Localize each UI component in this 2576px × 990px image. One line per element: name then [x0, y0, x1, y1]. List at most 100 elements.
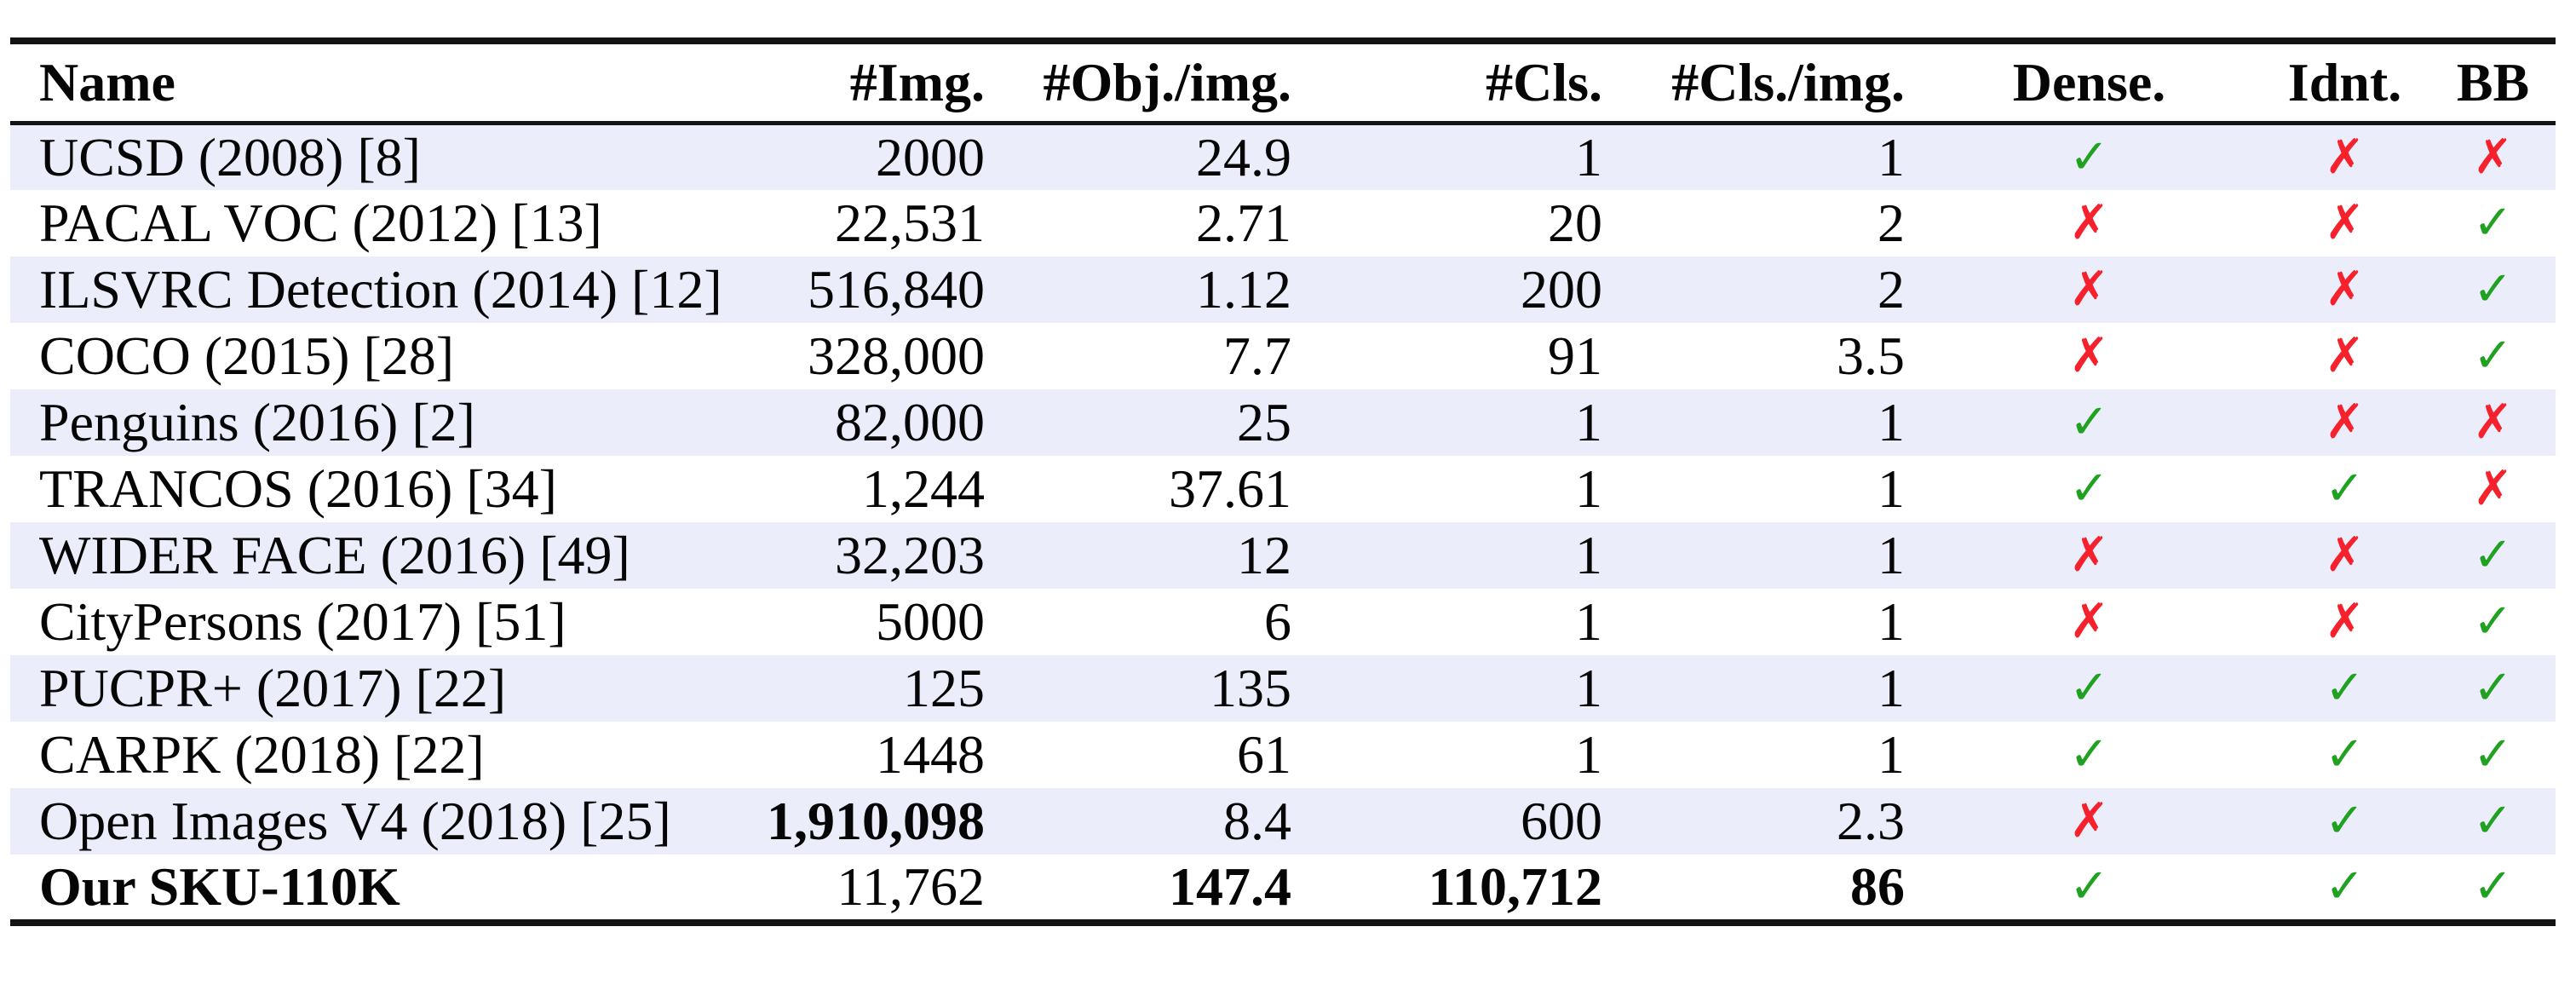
dataset-name-cell: CityPersons (2017) [51]: [39, 590, 566, 652]
cross-icon: ✗: [2069, 793, 2109, 849]
table-row: WIDER FACE (2016) [49] 32,203 12 1 1 ✗ ✗ ✓: [10, 521, 2556, 589]
value-cell: 1: [1575, 458, 1602, 519]
check-icon: ✓: [2069, 461, 2109, 516]
table-row: Penguins (2016) [2] 82,000 25 1 1 ✓ ✗ ✗: [10, 389, 2556, 456]
value-cell: 61: [1237, 723, 1291, 785]
check-icon: ✓: [2069, 394, 2109, 450]
col-header-idnt: Idnt.: [2259, 41, 2429, 125]
check-icon: ✓: [2473, 527, 2513, 583]
check-icon: ✓: [2473, 660, 2513, 716]
value-cell: 1: [1575, 590, 1602, 652]
value-cell: 2: [1877, 258, 1905, 319]
value-cell: 91: [1548, 325, 1602, 386]
table-row: CityPersons (2017) [51] 5000 6 1 1 ✗ ✗ ✓: [10, 589, 2556, 655]
table-header: Name #Img. #Obj./img. #Cls. #Cls./img. D…: [10, 41, 2556, 125]
value-cell: 86: [1850, 855, 1905, 917]
check-icon: ✓: [2473, 262, 2513, 317]
dataset-name-cell: ILSVRC Detection (2014) [12]: [39, 258, 722, 319]
value-cell: 1: [1877, 391, 1905, 452]
table-row: TRANCOS (2016) [34] 1,244 37.61 1 1 ✓ ✓ ✗: [10, 456, 2556, 522]
dataset-name-cell: UCSD (2008) [8]: [39, 126, 421, 187]
value-cell: 2: [1877, 192, 1905, 253]
value-cell: 516,840: [808, 258, 985, 319]
cross-icon: ✗: [2473, 130, 2513, 185]
dataset-name-cell: Open Images V4 (2018) [25]: [39, 790, 671, 851]
value-cell: 25: [1237, 391, 1291, 452]
check-icon: ✓: [2325, 660, 2365, 716]
check-icon: ✓: [2473, 195, 2513, 250]
cross-icon: ✗: [2473, 461, 2513, 516]
cross-icon: ✗: [2473, 394, 2513, 450]
col-header-num-classes: #Cls.: [1305, 41, 1616, 125]
cross-icon: ✗: [2325, 195, 2365, 250]
table-row: PACAL VOC (2012) [13] 22,531 2.71 20 2 ✗ ✗ ✓: [10, 190, 2556, 256]
value-cell: 200: [1521, 258, 1602, 319]
table-row: COCO (2015) [28] 328,000 7.7 91 3.5 ✗ ✗ ✓: [10, 323, 2556, 389]
value-cell: 2.3: [1837, 790, 1905, 851]
value-cell: 1: [1877, 524, 1905, 585]
value-cell: 6: [1264, 590, 1291, 652]
value-cell: 135: [1210, 657, 1291, 718]
value-cell: 1: [1877, 458, 1905, 519]
table-row: Open Images V4 (2018) [25] 1,910,098 8.4 60…: [10, 787, 2556, 855]
value-cell: 24.9: [1196, 126, 1291, 187]
value-cell: 110,712: [1428, 855, 1602, 917]
value-cell: 1: [1575, 391, 1602, 452]
dataset-name-cell: PACAL VOC (2012) [13]: [39, 192, 602, 253]
table-row: PUCPR+ (2017) [22] 125 135 1 1 ✓ ✓ ✓: [10, 654, 2556, 722]
header-row: Name #Img. #Obj./img. #Cls. #Cls./img. D…: [10, 41, 2556, 125]
check-icon: ✓: [2325, 727, 2365, 782]
cross-icon: ✗: [2069, 328, 2109, 383]
table-row: ILSVRC Detection (2014) [12] 516,840 1.12 2…: [10, 256, 2556, 323]
value-cell: 82,000: [835, 391, 985, 452]
col-header-bb: BB: [2429, 41, 2556, 125]
value-cell: 600: [1521, 790, 1602, 851]
col-header-cls-per-img: #Cls./img.: [1616, 41, 1918, 125]
value-cell: 1,244: [862, 458, 985, 519]
check-icon: ✓: [2473, 594, 2513, 649]
value-cell: 5000: [876, 590, 985, 652]
value-cell: 125: [903, 657, 985, 718]
check-icon: ✓: [2069, 859, 2109, 914]
value-cell: 1: [1877, 657, 1905, 718]
value-cell: 1448: [876, 723, 985, 785]
value-cell: 8.4: [1223, 790, 1291, 851]
value-cell: 1: [1575, 657, 1602, 718]
value-cell: 1,910,098: [767, 790, 985, 851]
check-icon: ✓: [2325, 859, 2365, 914]
dataset-name-cell: Penguins (2016) [2]: [39, 391, 475, 452]
cross-icon: ✗: [2069, 527, 2109, 583]
dataset-comparison-table: Name #Img. #Obj./img. #Cls. #Cls./img. D…: [10, 37, 2556, 926]
dataset-name-cell: PUCPR+ (2017) [22]: [39, 657, 507, 718]
value-cell: 1: [1877, 723, 1905, 785]
check-icon: ✓: [2473, 793, 2513, 849]
value-cell: 1: [1575, 126, 1602, 187]
col-header-num-images: #Img.: [760, 41, 998, 125]
value-cell: 37.61: [1169, 458, 1291, 519]
check-icon: ✓: [2473, 328, 2513, 383]
value-cell: 328,000: [808, 325, 985, 386]
value-cell: 11,762: [837, 855, 985, 917]
cross-icon: ✗: [2325, 328, 2365, 383]
cross-icon: ✗: [2325, 594, 2365, 649]
col-header-name: Name: [10, 41, 760, 125]
value-cell: 7.7: [1223, 325, 1291, 386]
value-cell: 1: [1575, 723, 1602, 785]
check-icon: ✓: [2473, 727, 2513, 782]
value-cell: 2000: [876, 126, 985, 187]
check-icon: ✓: [2069, 130, 2109, 185]
value-cell: 12: [1237, 524, 1291, 585]
cross-icon: ✗: [2325, 527, 2365, 583]
table-row: CARPK (2018) [22] 1448 61 1 1 ✓ ✓ ✓: [10, 722, 2556, 788]
check-icon: ✓: [2473, 859, 2513, 914]
value-cell: 1: [1877, 126, 1905, 187]
cross-icon: ✗: [2069, 195, 2109, 250]
dataset-name-cell: Our SKU-110K: [39, 855, 400, 917]
value-cell: 1: [1575, 524, 1602, 585]
table-body: UCSD (2008) [8] 2000 24.9 1 1 ✓ ✗ ✗ PACAL VOC (2…: [10, 123, 2556, 923]
dataset-name-cell: COCO (2015) [28]: [39, 325, 455, 386]
cross-icon: ✗: [2325, 130, 2365, 185]
value-cell: 147.4: [1169, 855, 1291, 917]
table-row: Our SKU-110K 11,762 147.4 110,712 86 ✓ ✓ ✓: [10, 855, 2556, 923]
cross-icon: ✗: [2325, 394, 2365, 450]
